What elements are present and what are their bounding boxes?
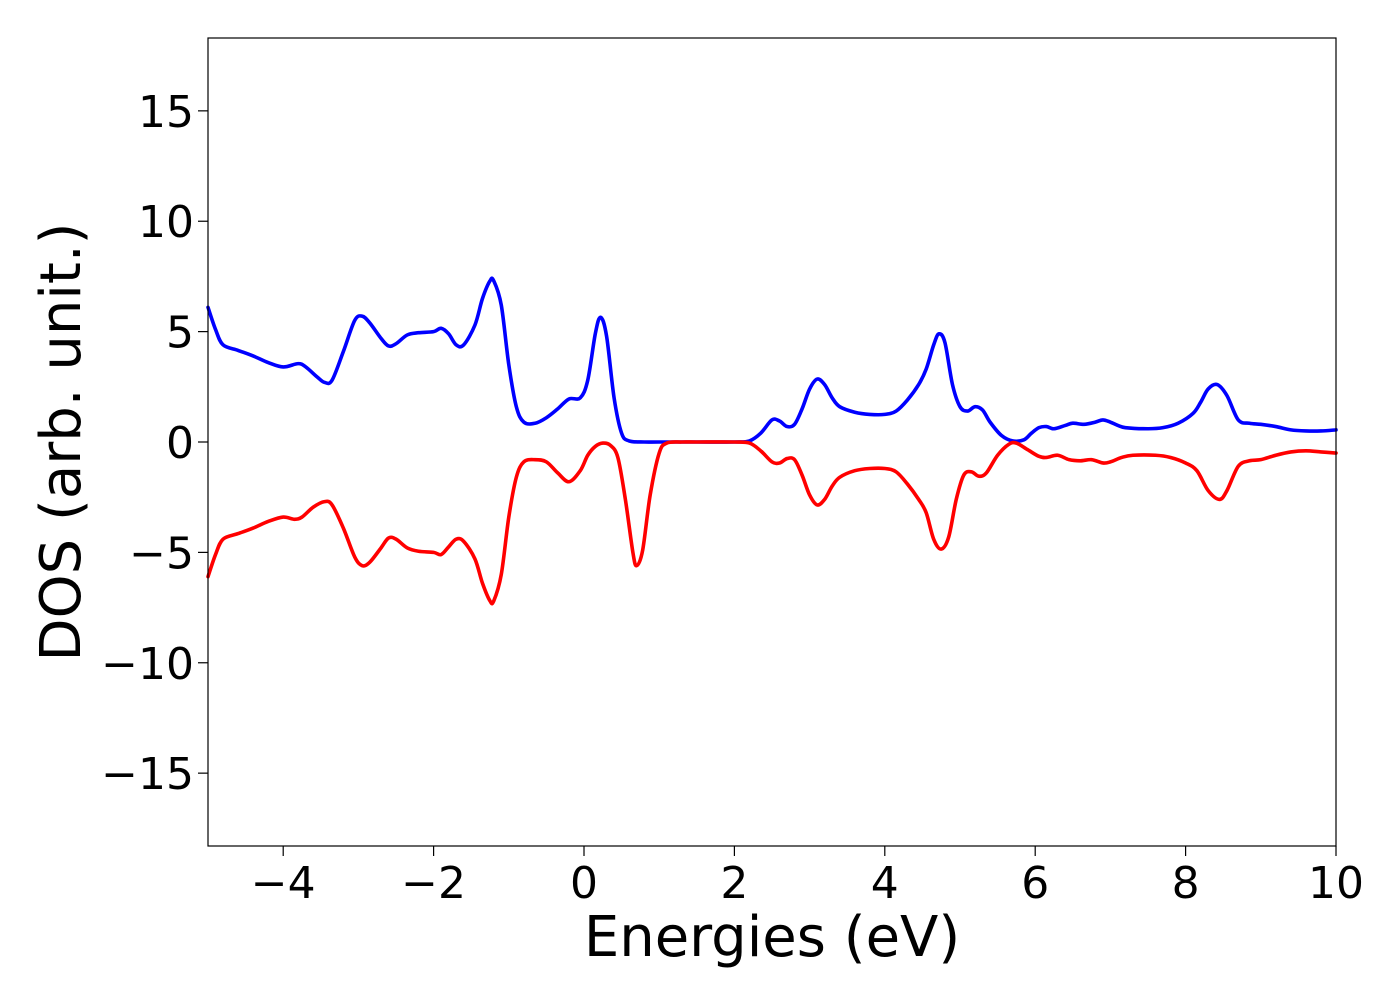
x-tick-label: 4: [871, 858, 899, 909]
x-axis-title: Energies (eV): [584, 905, 960, 970]
dos-series-line-2: [206, 440, 1338, 606]
y-tick-label: −15: [101, 749, 194, 800]
x-tick-label: 2: [720, 858, 748, 909]
x-tick-label: 0: [570, 858, 598, 909]
series-layer: [206, 276, 1338, 606]
y-axis: −15 −10 −5 0 5 10 15: [101, 87, 208, 800]
x-tick-label: 8: [1172, 858, 1200, 909]
y-tick-label: 0: [166, 418, 194, 469]
y-tick-label: −5: [129, 528, 194, 579]
x-axis: −4 −2 0 2 4 6 8 10: [251, 846, 1364, 909]
y-axis-title: DOS (arb. unit.): [29, 222, 94, 661]
x-tick-label: 6: [1021, 858, 1049, 909]
dos-series-line-1: [206, 276, 1338, 444]
y-tick-label: −10: [101, 639, 194, 690]
x-tick-label: −2: [401, 858, 466, 909]
y-tick-label: 10: [138, 197, 194, 248]
x-tick-label: −4: [251, 858, 316, 909]
plot-area-background: [208, 38, 1336, 846]
y-tick-label: 5: [166, 308, 194, 359]
x-tick-label: 10: [1308, 858, 1364, 909]
y-tick-label: 15: [138, 87, 194, 138]
